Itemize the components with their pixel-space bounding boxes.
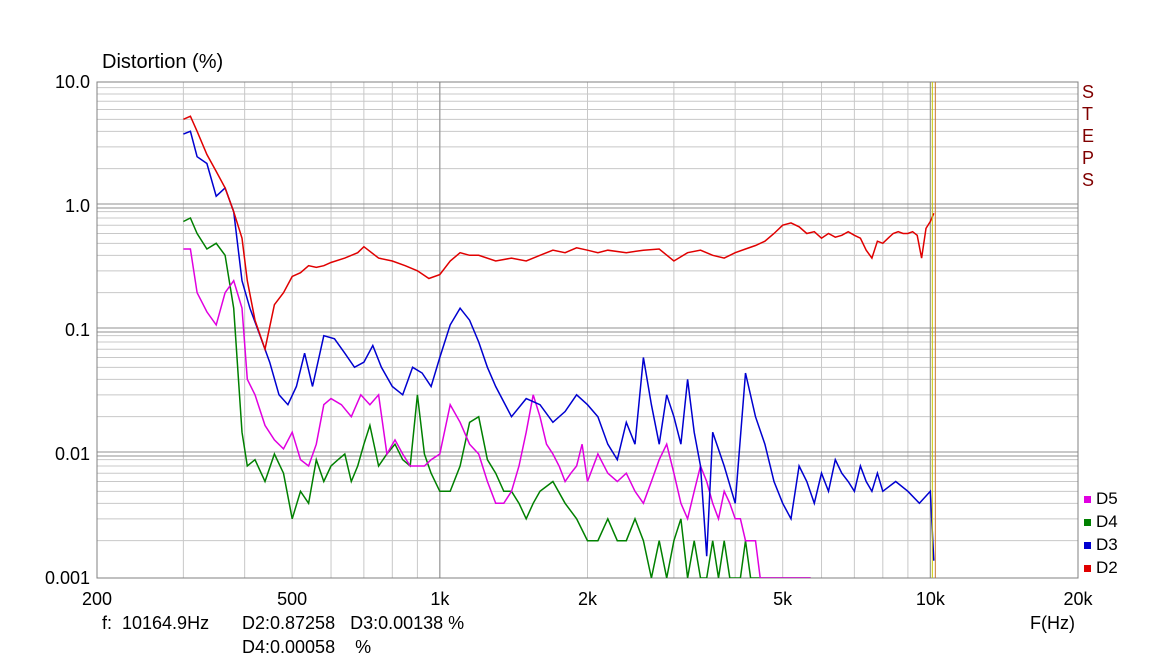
series-line-d2 [183,115,935,353]
legend-swatch [1084,542,1091,550]
cursor-values-readout-line1: D2:0.87258 D3:0.00138 % [242,613,465,633]
x-tick-label: 20k [1063,589,1093,609]
plot-frame [96,81,1079,579]
y-tick-label: 10.0 [55,72,90,92]
x-tick-label: 2k [578,589,598,609]
x-tick-label: 5k [773,589,793,609]
legend-swatch [1084,519,1091,527]
steps-letter: T [1082,104,1093,124]
legend-swatch [1084,496,1091,504]
y-tick-label: 1.0 [65,196,90,216]
chart-title: Distortion (%) [102,51,224,73]
y-tick-label: 0.1 [65,320,90,340]
x-tick-label: 200 [82,589,112,609]
steps-letter: S [1082,82,1095,102]
steps-letter: S [1082,170,1095,190]
legend-item-d5: D5 [1084,489,1118,509]
legend-label: D3 [1096,535,1118,554]
cursor-frequency-readout: f: 10164.9Hz [102,613,210,633]
steps-letter: P [1082,148,1095,168]
y-tick-label: 0.01 [55,444,90,464]
legend-item-d3: D3 [1084,535,1118,555]
series-line-d5 [183,248,811,578]
cursor-values-readout-line2: D4:0.00058 % [242,637,372,657]
legend-label: D4 [1096,512,1118,531]
y-tick-label: 0.001 [45,568,90,588]
series-line-d4 [183,216,811,578]
series-line-d3 [183,130,935,561]
steps-letter: E [1082,126,1095,146]
legend-item-d4: D4 [1084,512,1118,532]
x-tick-label: 1k [430,589,450,609]
legend-label: D2 [1096,558,1118,577]
x-tick-label: 500 [277,589,307,609]
x-tick-label: 10k [916,589,946,609]
legend-item-d2: D2 [1084,558,1118,578]
x-axis-label: F(Hz) [1030,613,1075,633]
legend-swatch [1084,565,1091,573]
legend-label: D5 [1096,489,1118,508]
